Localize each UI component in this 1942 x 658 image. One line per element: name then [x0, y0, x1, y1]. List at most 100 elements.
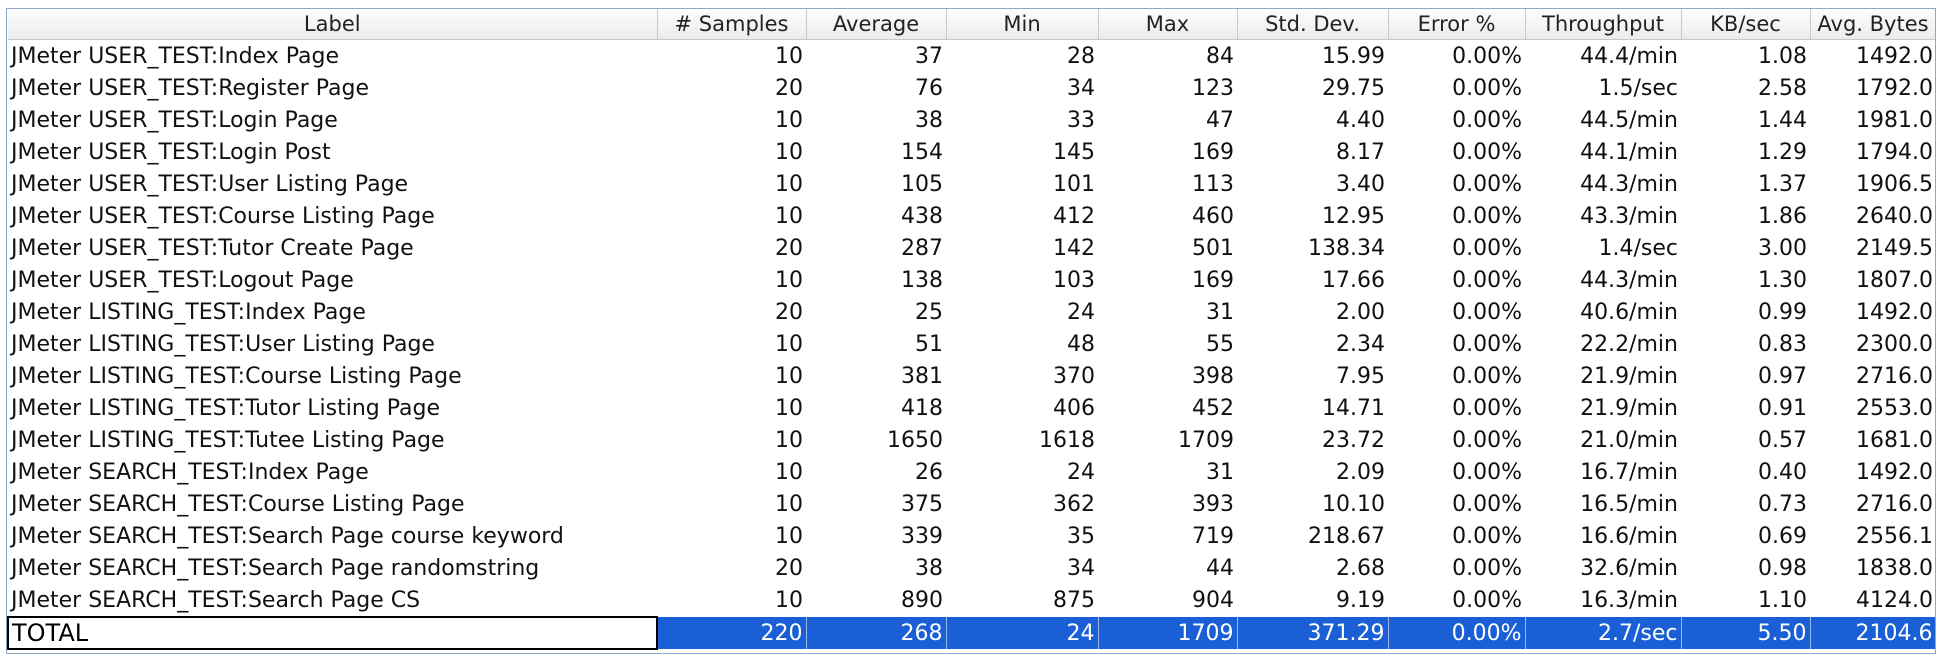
cell-kb-per-sec: 1.37	[1758, 171, 1807, 197]
table-row[interactable]: JMeter USER_TEST:Register Page 20 76 34 123 2…	[8, 72, 1935, 104]
table-header-row: Label # Samples Average Min Max Std. Dev…	[8, 9, 1935, 40]
table-row[interactable]: JMeter USER_TEST:Login Post 10 154 145 169 8.…	[8, 136, 1935, 168]
cell-error-percent: 0.00%	[1452, 427, 1522, 453]
cell-min: 142	[1053, 235, 1095, 261]
cell-label: JMeter USER_TEST:Register Page	[11, 75, 370, 101]
column-header-label[interactable]: Label	[8, 9, 658, 40]
table-row[interactable]: JMeter USER_TEST:Tutor Create Page 20 287 1…	[8, 232, 1935, 264]
cell-average: 51	[915, 331, 943, 357]
cell-kb-per-sec: 0.69	[1758, 523, 1807, 549]
cell-label: JMeter USER_TEST:Login Post	[11, 139, 331, 165]
cell-avg-bytes: 2553.0	[1856, 395, 1933, 421]
table-row[interactable]: JMeter LISTING_TEST:Index Page 20 25 24 31 2.…	[8, 296, 1935, 328]
table-row[interactable]: JMeter SEARCH_TEST:Search Page course ke…	[8, 520, 1935, 552]
table-row[interactable]: JMeter SEARCH_TEST:Search Page CS 10 890 87…	[8, 584, 1935, 617]
cell-samples: 10	[775, 459, 803, 485]
cell-throughput: 44.1/min	[1580, 139, 1678, 165]
cell-avg-bytes: 1792.0	[1856, 75, 1933, 101]
cell-error-percent: 0.00%	[1452, 459, 1522, 485]
cell-throughput: 16.6/min	[1580, 523, 1678, 549]
cell-min: 34	[1067, 75, 1095, 101]
table-row[interactable]: JMeter LISTING_TEST:Tutor Listing Page 10…	[8, 392, 1935, 424]
cell-error-percent: 0.00%	[1452, 363, 1522, 389]
cell-std-dev: 9.19	[1336, 588, 1385, 613]
table-row[interactable]: JMeter LISTING_TEST:Course Listing Page 1…	[8, 360, 1935, 392]
total-cell-kb-per-sec: 5.50	[1681, 617, 1811, 649]
cell-samples: 10	[775, 139, 803, 165]
cell-samples: 10	[775, 43, 803, 69]
cell-label: JMeter LISTING_TEST:Index Page	[11, 299, 366, 325]
cell-max: 398	[1192, 363, 1234, 389]
column-header-samples[interactable]: # Samples	[657, 9, 807, 40]
cell-label: JMeter USER_TEST:Course Listing Page	[11, 203, 435, 229]
cell-max: 31	[1206, 299, 1234, 325]
cell-error-percent: 0.00%	[1452, 331, 1522, 357]
table-row[interactable]: JMeter USER_TEST:Logout Page 10 138 103 169 1…	[8, 264, 1935, 296]
column-header-max[interactable]: Max	[1098, 9, 1238, 40]
table-row[interactable]: JMeter USER_TEST:Course Listing Page 10 43…	[8, 200, 1935, 232]
cell-std-dev: 8.17	[1336, 139, 1385, 165]
cell-min: 24	[1067, 459, 1095, 485]
table-row[interactable]: JMeter LISTING_TEST:Tutee Listing Page 10…	[8, 424, 1935, 456]
table-row[interactable]: JMeter SEARCH_TEST:Index Page 10 26 24 31 2.0…	[8, 456, 1935, 488]
column-header-min[interactable]: Min	[946, 9, 1099, 40]
cell-kb-per-sec: 1.10	[1758, 588, 1807, 613]
cell-max: 719	[1192, 523, 1234, 549]
total-cell-samples: 220	[657, 617, 807, 649]
cell-error-percent: 0.00%	[1452, 107, 1522, 133]
table-body: JMeter USER_TEST:Index Page 10 37 28 84 15.99…	[7, 40, 1935, 650]
total-cell-error-percent: 0.00%	[1388, 617, 1526, 649]
table-row[interactable]: JMeter LISTING_TEST:User Listing Page 10 5…	[8, 328, 1935, 360]
cell-avg-bytes: 1981.0	[1856, 107, 1933, 133]
column-header-throughput[interactable]: Throughput	[1525, 9, 1682, 40]
cell-average: 438	[901, 203, 943, 229]
cell-samples: 20	[775, 235, 803, 261]
cell-throughput: 21.0/min	[1580, 427, 1678, 453]
cell-std-dev: 2.00	[1336, 299, 1385, 325]
cell-kb-per-sec: 1.44	[1758, 107, 1807, 133]
cell-avg-bytes: 2716.0	[1856, 363, 1933, 389]
cell-std-dev: 4.40	[1336, 107, 1385, 133]
cell-average: 38	[915, 107, 943, 133]
column-header-average[interactable]: Average	[806, 9, 947, 40]
cell-max: 84	[1206, 43, 1234, 69]
cell-throughput: 21.9/min	[1580, 363, 1678, 389]
cell-average: 154	[901, 139, 943, 165]
cell-kb-per-sec: 0.57	[1758, 427, 1807, 453]
cell-error-percent: 0.00%	[1452, 43, 1522, 69]
cell-max: 501	[1192, 235, 1234, 261]
cell-throughput: 16.5/min	[1580, 491, 1678, 517]
total-cell-label: TOTAL	[7, 616, 658, 650]
column-header-kb-per-sec[interactable]: KB/sec	[1681, 9, 1811, 40]
cell-avg-bytes: 2149.5	[1856, 235, 1933, 261]
table-row[interactable]: JMeter USER_TEST:Login Page 10 38 33 47 4.40 0…	[8, 104, 1935, 136]
column-header-avg-bytes[interactable]: Avg. Bytes	[1810, 9, 1935, 40]
column-header-error-percent[interactable]: Error %	[1388, 9, 1526, 40]
column-header-std-dev[interactable]: Std. Dev.	[1237, 9, 1389, 40]
cell-max: 31	[1206, 459, 1234, 485]
cell-std-dev: 29.75	[1322, 75, 1385, 101]
cell-average: 26	[915, 459, 943, 485]
cell-throughput: 44.3/min	[1580, 267, 1678, 293]
cell-samples: 10	[775, 395, 803, 421]
cell-avg-bytes: 1807.0	[1856, 267, 1933, 293]
table-row[interactable]: JMeter USER_TEST:User Listing Page 10 105 1…	[8, 168, 1935, 200]
cell-error-percent: 0.00%	[1452, 203, 1522, 229]
cell-label: JMeter USER_TEST:Tutor Create Page	[11, 235, 414, 261]
table-row-total[interactable]: TOTAL 220 268 24 1709 371.29 0.00% 2.7/sec 5.50 2…	[7, 616, 1935, 650]
cell-avg-bytes: 1906.5	[1856, 171, 1933, 197]
cell-label: JMeter SEARCH_TEST:Course Listing Page	[11, 491, 465, 517]
table-row[interactable]: JMeter USER_TEST:Index Page 10 37 28 84 15.99…	[8, 40, 1935, 73]
cell-label: JMeter USER_TEST:Logout Page	[11, 267, 354, 293]
cell-min: 24	[1067, 299, 1095, 325]
cell-max: 460	[1192, 203, 1234, 229]
cell-max: 44	[1206, 555, 1234, 581]
cell-kb-per-sec: 2.58	[1758, 75, 1807, 101]
cell-average: 375	[901, 491, 943, 517]
cell-min: 370	[1053, 363, 1095, 389]
table-row[interactable]: JMeter SEARCH_TEST:Course Listing Page 10…	[8, 488, 1935, 520]
cell-avg-bytes: 4124.0	[1856, 588, 1933, 613]
cell-throughput: 22.2/min	[1580, 331, 1678, 357]
table-row[interactable]: JMeter SEARCH_TEST:Search Page randomstr…	[8, 552, 1935, 584]
cell-error-percent: 0.00%	[1452, 555, 1522, 581]
